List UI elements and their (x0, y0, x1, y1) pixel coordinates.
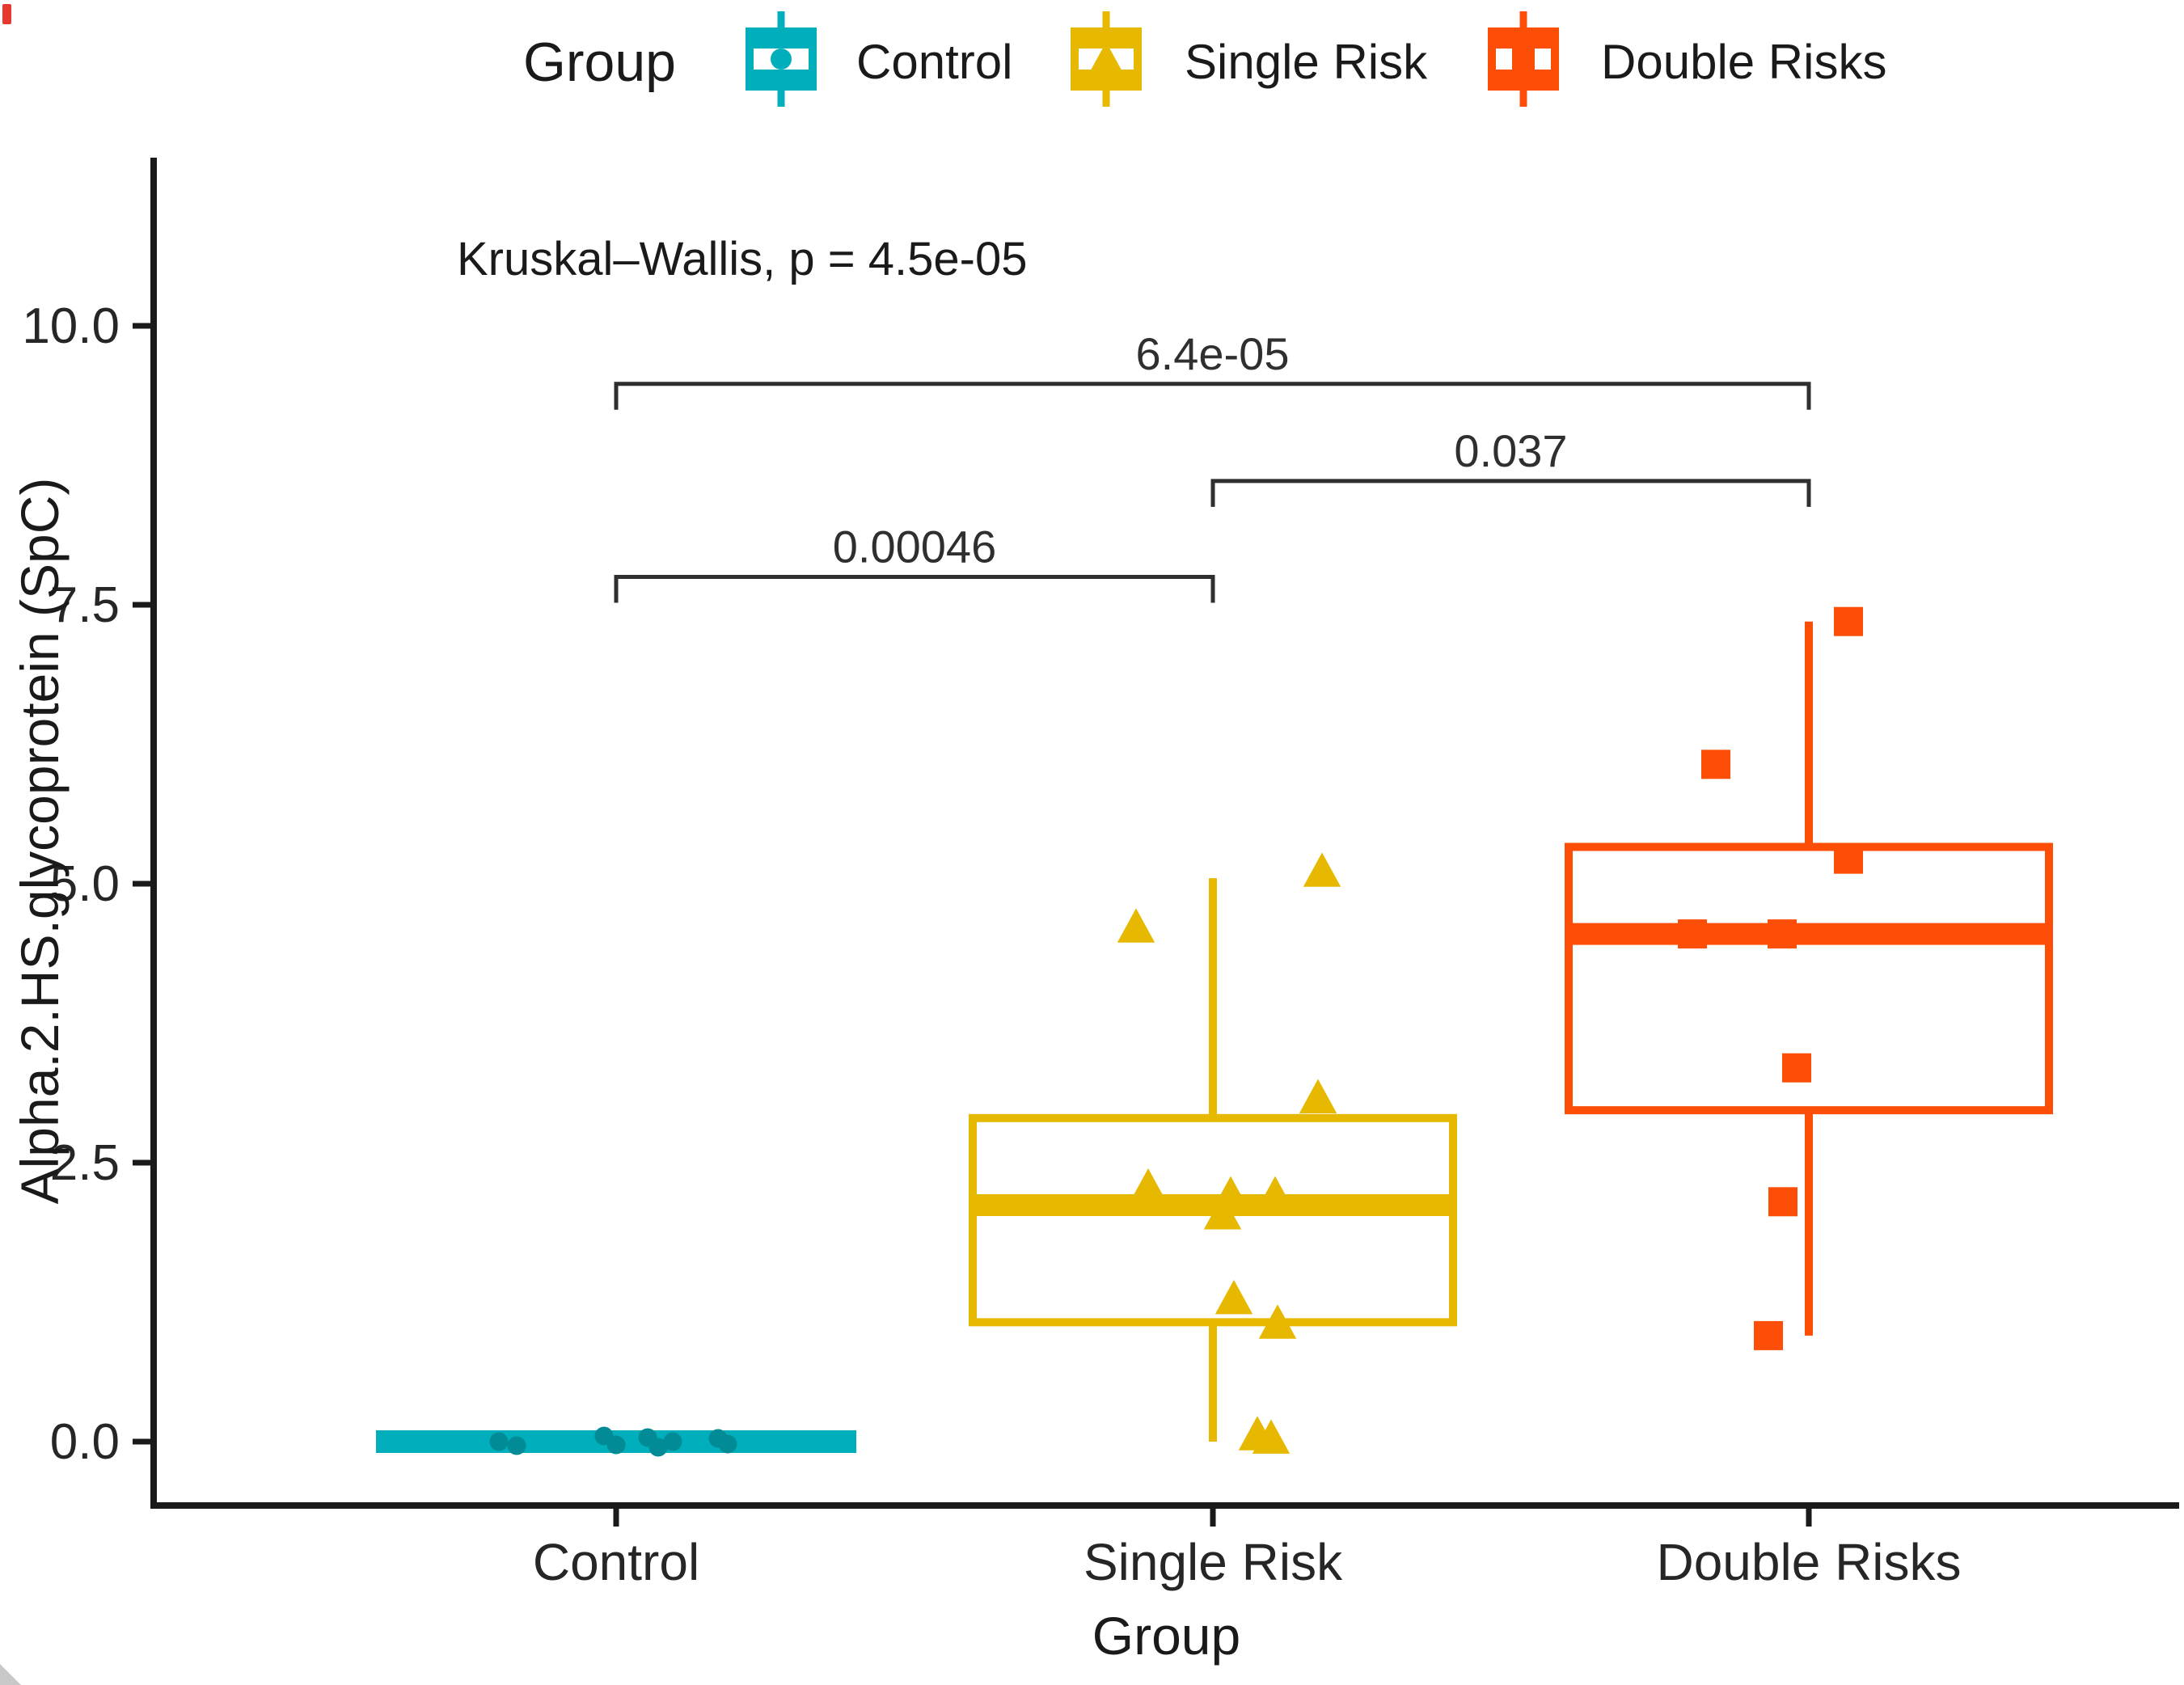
data-point (1782, 1053, 1811, 1083)
x-axis-title: Group (1092, 1606, 1240, 1666)
y-tick-label: 0.0 (50, 1414, 120, 1470)
data-point (489, 1432, 509, 1451)
comparison-control-vs-double-risks: 6.4e-05 (614, 328, 1811, 410)
comparison-p-value: 0.037 (1454, 425, 1567, 476)
comparison-bracket (614, 575, 1215, 603)
legend-label: Single Risk (1185, 35, 1428, 89)
x-tick-label: Double Risks (1656, 1533, 1961, 1591)
x-tick-label: Control (533, 1533, 699, 1591)
legend-key-square-icon (1512, 48, 1535, 70)
data-point (663, 1432, 682, 1451)
data-point (1768, 1187, 1797, 1217)
comparison-bracket (614, 382, 1811, 410)
kruskal-wallis-annotation: Kruskal–Wallis, p = 4.5e-05 (457, 233, 1027, 285)
data-point (1768, 919, 1797, 949)
comparison-single-risk-vs-double-risks: 0.037 (1210, 425, 1811, 507)
legend-label: Double Risks (1601, 35, 1886, 89)
legend: Group Control Single Risk Double Risks (523, 11, 1886, 107)
comparison-p-value: 0.00046 (833, 522, 996, 572)
data-point (1129, 1168, 1168, 1203)
comparison-bracket (1210, 479, 1811, 507)
data-point (507, 1436, 526, 1455)
data-point (1299, 1079, 1337, 1113)
y-tick-label: 10.0 (22, 298, 120, 354)
y-tick-label: 5.0 (50, 856, 120, 912)
legend-item-single-risk: Single Risk (1071, 11, 1428, 107)
data-point (648, 1438, 668, 1457)
boxplot-control (376, 1426, 856, 1457)
data-point (1303, 852, 1341, 887)
boxplot-double-risks (1565, 606, 2053, 1350)
data-point (606, 1435, 626, 1455)
data-point (1754, 1320, 1783, 1350)
data-point (718, 1434, 737, 1454)
legend-label: Control (856, 35, 1012, 89)
data-point (1252, 1419, 1291, 1454)
boxplot-single-risk (969, 852, 1457, 1454)
data-point (1215, 1279, 1253, 1315)
data-point (1701, 750, 1730, 779)
legend-item-double-risks: Double Risks (1488, 11, 1886, 107)
data-point (1678, 919, 1707, 949)
x-tick-label: Single Risk (1084, 1533, 1343, 1591)
legend-item-control: Control (746, 11, 1012, 107)
legend-key-triangle-icon (1090, 41, 1122, 71)
page-fold-artifact (0, 1664, 21, 1685)
data-point (1256, 1176, 1295, 1210)
legend-title: Group (523, 32, 676, 93)
data-point (1834, 606, 1863, 636)
data-point (1258, 1304, 1297, 1339)
red-corner-mark (2, 4, 11, 24)
y-tick-label: 2.5 (50, 1135, 120, 1191)
legend-key-circle-icon (771, 49, 792, 70)
data-point (1117, 908, 1155, 943)
comparison-control-vs-single-risk: 0.00046 (614, 522, 1215, 603)
comparison-p-value: 6.4e-05 (1136, 328, 1290, 379)
data-point (1203, 1195, 1242, 1230)
y-tick-label: 7.5 (50, 577, 120, 633)
y-axis-title: Alpha.2.HS.glycoprotein (SpC) (10, 478, 70, 1205)
data-point (1834, 844, 1863, 874)
